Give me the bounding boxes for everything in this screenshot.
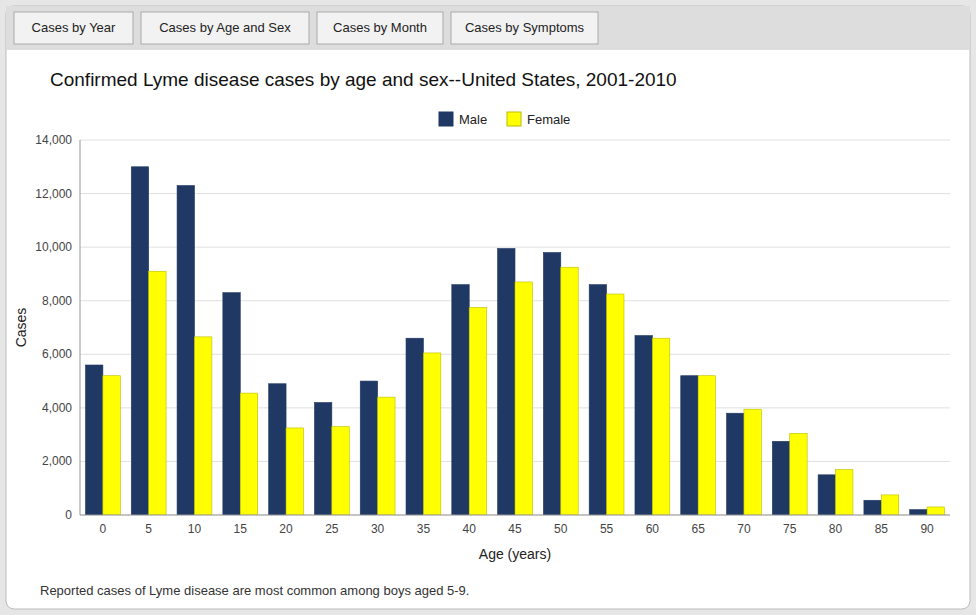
grid-line [80,140,950,141]
tab-label: Cases by Year [32,20,117,35]
bar [744,409,761,515]
y-tick-label: 0 [65,508,72,522]
bar [406,338,423,515]
footnote: Reported cases of Lyme disease are most … [40,583,469,598]
x-tick-label: 85 [875,522,889,536]
bar [498,248,515,515]
bar [515,282,532,515]
panel [6,6,970,609]
x-tick-label: 65 [691,522,705,536]
y-axis-line [80,140,81,515]
tab [451,12,598,44]
y-axis-label: Cases [13,308,29,348]
x-tick-label: 90 [920,522,934,536]
x-axis-label: Age (years) [479,546,551,562]
x-tick-label: 0 [100,522,107,536]
x-ticks: 0 5 10 15 20 25 30 35 40 45 50 55 60 65 70 75 80 85 90 [100,522,935,536]
bar [727,413,744,515]
x-tick-label: 35 [417,522,431,536]
bar [927,507,944,515]
bar [881,495,898,515]
bar [194,337,211,515]
bar [469,307,486,515]
x-tick-label: 75 [783,522,797,536]
bar [652,338,669,515]
bar [589,285,606,515]
tab [141,12,309,44]
x-tick-label: 50 [554,522,568,536]
x-tick-label: 15 [234,522,248,536]
legend-label: Female [527,112,570,127]
bar [269,384,286,515]
grid-line [80,515,950,516]
bar [452,285,469,515]
bar [286,428,303,515]
y-grid [80,140,950,515]
tab-label: Cases by Symptoms [465,20,585,35]
bar [423,353,440,515]
bar [836,469,853,515]
legend-swatch [439,112,453,126]
bar [790,433,807,515]
bar [910,510,927,515]
bar [772,441,789,515]
x-tick-label: 10 [188,522,202,536]
tab [317,12,443,44]
x-tick-label: 5 [145,522,152,536]
y-tick-label: 6,000 [42,347,72,361]
tab-label: Cases by Month [333,20,427,35]
chart-root: Cases by Year Cases by Age and Sex Cases b… [0,0,976,615]
x-tick-label: 30 [371,522,385,536]
tab-strip [6,6,970,50]
x-tick-label: 70 [737,522,751,536]
bar [360,381,377,515]
bar [607,294,624,515]
bar [131,167,148,515]
tab-bar: Cases by Year Cases by Age and Sex Cases b… [6,6,970,50]
grid-line [80,247,950,248]
bar [314,403,331,516]
legend: Male Female [439,112,570,127]
bar [818,475,835,515]
x-axis-line [80,515,950,516]
bar [332,427,349,515]
x-tick-label: 40 [463,522,477,536]
bar [223,293,240,515]
y-tick-label: 8,000 [42,294,72,308]
x-tick-label: 45 [508,522,522,536]
tab [14,12,133,44]
bar [635,336,652,515]
y-tick-label: 14,000 [35,133,72,147]
legend-label: Male [459,112,487,127]
bar [681,376,698,515]
x-tick-label: 20 [279,522,293,536]
x-tick-label: 25 [325,522,339,536]
bar [103,376,120,515]
x-tick-label: 80 [829,522,843,536]
bar [149,271,166,515]
bar [543,253,560,516]
bar [177,186,194,515]
bars [85,167,944,515]
legend-swatch [507,112,521,126]
bar [378,397,395,515]
bar [864,500,881,515]
y-tick-label: 4,000 [42,401,72,415]
y-ticks: 0 2,000 4,000 6,000 8,000 10,000 12,000 14,000 [35,133,72,522]
title: Confirmed Lyme disease cases by age and … [50,69,677,90]
x-tick-label: 55 [600,522,614,536]
y-tick-label: 12,000 [35,187,72,201]
y-tick-label: 2,000 [42,454,72,468]
grid-line [80,193,950,194]
x-tick-label: 60 [646,522,660,536]
bar [561,267,578,515]
y-tick-label: 10,000 [35,240,72,254]
tab-label: Cases by Age and Sex [159,20,291,35]
bar [240,393,257,515]
bar [85,365,102,515]
bar [698,376,715,515]
